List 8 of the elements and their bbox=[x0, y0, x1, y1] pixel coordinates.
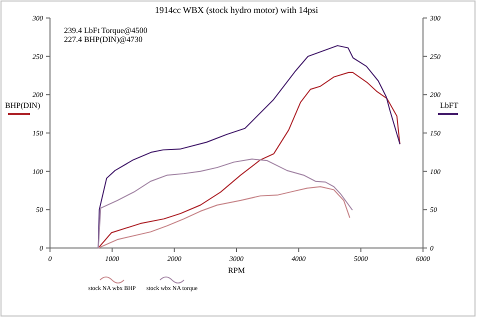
y2-axis-title: LbFT bbox=[440, 101, 458, 110]
line-series bbox=[98, 158, 353, 249]
chart-title: 1914cc WBX (stock hydro motor) with 14psi bbox=[154, 5, 319, 15]
x-axis-title: RPM bbox=[228, 266, 245, 275]
annotation: 227.4 BHP(DIN)@4730 bbox=[64, 35, 142, 44]
line-series bbox=[98, 186, 350, 249]
annotation: 239.4 LbFt Torque@4500 bbox=[64, 26, 148, 35]
y-axis-title: BHP(DIN) bbox=[5, 101, 40, 110]
